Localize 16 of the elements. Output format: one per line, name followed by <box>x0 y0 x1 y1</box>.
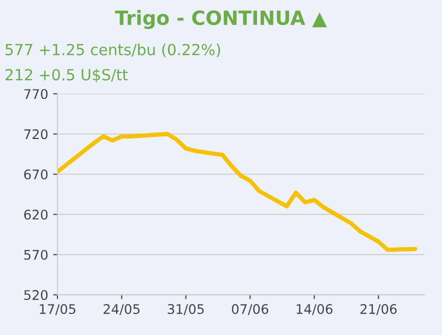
x-tick-label: 24/05 <box>104 304 140 316</box>
x-tick-label: 21/06 <box>360 304 397 316</box>
x-tick-label: 17/05 <box>40 304 76 316</box>
y-tick-label: 720 <box>24 129 48 140</box>
y-tick-label: 570 <box>24 250 48 260</box>
y-tick-label: 620 <box>24 210 48 220</box>
x-tick-label: 31/05 <box>168 304 204 316</box>
y-tick-label: 670 <box>24 169 48 180</box>
text: 577 +1.25 cents/bu (0.22%) <box>6 44 220 58</box>
line-series <box>57 132 418 252</box>
y-tick-label: 770 <box>24 89 48 99</box>
chart-title: Trigo - CONTINUA ▲ <box>115 10 327 30</box>
x-tick-label: 07/06 <box>232 304 268 316</box>
y-tick-label: 520 <box>24 290 48 300</box>
x-tick-label: 14/06 <box>296 304 332 316</box>
text: 212 +0.5 U$S/tt <box>6 68 128 83</box>
